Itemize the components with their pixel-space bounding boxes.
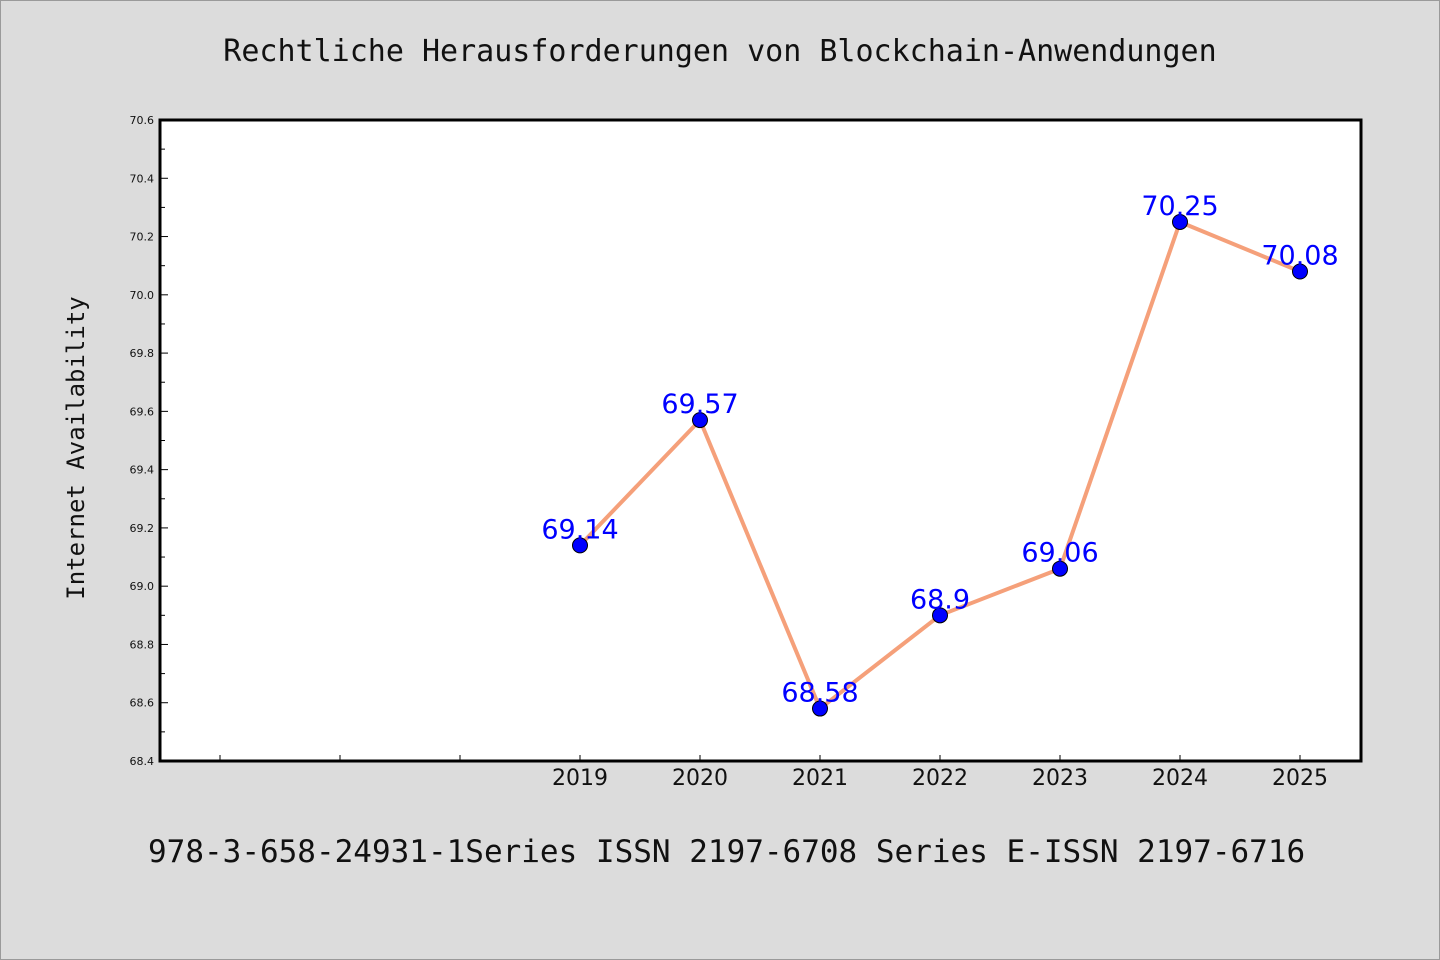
data-label: 70.25 — [1141, 191, 1218, 222]
data-point — [692, 412, 708, 429]
y-tick-label: 70.2 — [130, 231, 155, 244]
x-tick-label: 2023 — [1032, 766, 1088, 791]
x-tick-label: 2020 — [672, 766, 728, 791]
y-tick-label: 68.8 — [130, 638, 155, 651]
isbn-issn-footer: 978-3-658-24931-1Series ISSN 2197-6708 S… — [148, 834, 1306, 870]
x-tick-label: 2022 — [912, 766, 968, 791]
y-tick-label: 69.4 — [130, 464, 155, 477]
y-tick-label: 69.0 — [130, 580, 155, 593]
plot-area — [158, 118, 1363, 763]
data-label: 68.58 — [781, 678, 858, 709]
data-point — [932, 607, 948, 624]
data-point — [572, 537, 588, 554]
y-tick-label: 68.4 — [130, 755, 155, 768]
data-point — [812, 700, 828, 717]
chart-title: Rechtliche Herausforderungen von Blockch… — [223, 34, 1217, 69]
x-tick-label: 2024 — [1152, 766, 1208, 791]
y-tick-label: 69.2 — [130, 522, 155, 535]
data-point — [1172, 213, 1188, 230]
data-label: 68.9 — [910, 584, 970, 615]
y-tick-label: 70.4 — [130, 172, 155, 185]
x-tick-label: 2021 — [792, 766, 848, 791]
data-label: 69.14 — [541, 514, 618, 545]
data-label: 69.06 — [1021, 538, 1098, 569]
y-tick-label: 70.0 — [130, 289, 155, 302]
y-tick-label: 68.6 — [130, 697, 155, 710]
data-point — [1292, 263, 1308, 280]
data-point — [1052, 560, 1068, 577]
data-label: 70.08 — [1261, 241, 1338, 272]
x-tick-label: 2025 — [1272, 766, 1328, 791]
data-label: 69.57 — [661, 389, 738, 420]
y-tick-label: 69.8 — [130, 347, 155, 360]
y-tick-label: 69.6 — [130, 405, 155, 418]
x-tick-label: 2019 — [552, 766, 608, 791]
y-tick-label: 70.6 — [130, 114, 155, 127]
